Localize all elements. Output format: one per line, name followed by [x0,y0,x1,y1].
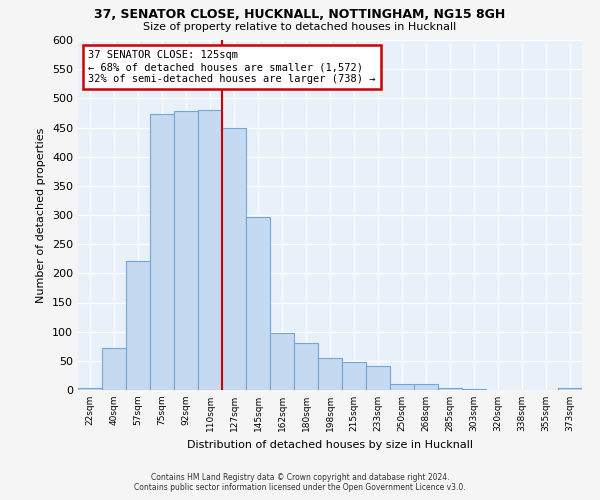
Bar [246,218,270,390]
Bar [270,334,294,390]
Bar [366,366,390,390]
Bar [438,388,462,390]
Bar [150,114,174,390]
Bar [198,110,222,390]
Bar [102,348,126,390]
Bar [126,261,150,390]
Bar [342,362,366,390]
Text: 37 SENATOR CLOSE: 125sqm
← 68% of detached houses are smaller (1,572)
32% of sem: 37 SENATOR CLOSE: 125sqm ← 68% of detach… [88,50,376,84]
Bar [294,344,318,390]
Bar [414,384,438,390]
Text: 37, SENATOR CLOSE, HUCKNALL, NOTTINGHAM, NG15 8GH: 37, SENATOR CLOSE, HUCKNALL, NOTTINGHAM,… [94,8,506,20]
Y-axis label: Number of detached properties: Number of detached properties [37,128,46,302]
Bar [558,388,582,390]
Bar [174,111,198,390]
Bar [78,388,102,390]
Bar [390,384,414,390]
X-axis label: Distribution of detached houses by size in Hucknall: Distribution of detached houses by size … [187,440,473,450]
Bar [222,128,246,390]
Text: Contains HM Land Registry data © Crown copyright and database right 2024.
Contai: Contains HM Land Registry data © Crown c… [134,473,466,492]
Bar [318,358,342,390]
Bar [462,389,486,390]
Text: Size of property relative to detached houses in Hucknall: Size of property relative to detached ho… [143,22,457,32]
